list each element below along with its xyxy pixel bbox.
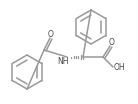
Text: O: O <box>48 30 54 39</box>
Text: O: O <box>109 38 114 47</box>
Text: NH: NH <box>57 58 69 66</box>
Text: OH: OH <box>113 64 125 72</box>
